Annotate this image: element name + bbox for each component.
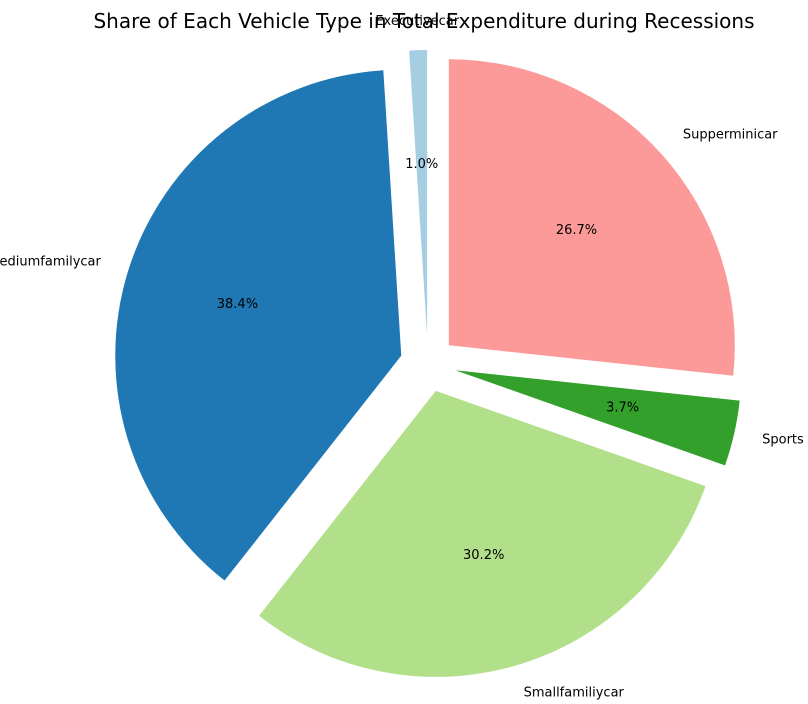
pie-slice-smallfamiliycar [259, 390, 706, 677]
pie-percent-label-sports: 3.7% [606, 401, 639, 416]
pie-percent-label-smallfamiliycar: 30.2% [463, 548, 504, 563]
pie-percent-label-mediumfamilycar: 38.4% [217, 297, 258, 312]
pie-category-label-executivecar: Executivecar [375, 14, 459, 29]
pie-slice-sports [455, 370, 740, 466]
pie-percent-label-supperminicar: 26.7% [556, 223, 597, 238]
pie-slice-mediumfamilycar [115, 70, 402, 581]
pie-labels: 1.0% Executivecar 38.4% Mediumfamilycar 30.2… [0, 14, 804, 700]
pie-slice-supperminicar [448, 59, 735, 376]
pie-category-label-mediumfamilycar: Mediumfamilycar [0, 255, 102, 270]
pie-category-label-smallfamiliycar: Smallfamiliycar [524, 685, 625, 700]
pie-category-label-sports: Sports [762, 432, 804, 447]
pie-slices [115, 50, 740, 677]
pie-percent-label-executivecar: 1.0% [405, 157, 438, 172]
chart-title: Share of Each Vehicle Type in Total Expe… [93, 9, 754, 33]
pie-slice-executivecar [409, 50, 428, 337]
pie-category-label-supperminicar: Supperminicar [683, 128, 778, 143]
